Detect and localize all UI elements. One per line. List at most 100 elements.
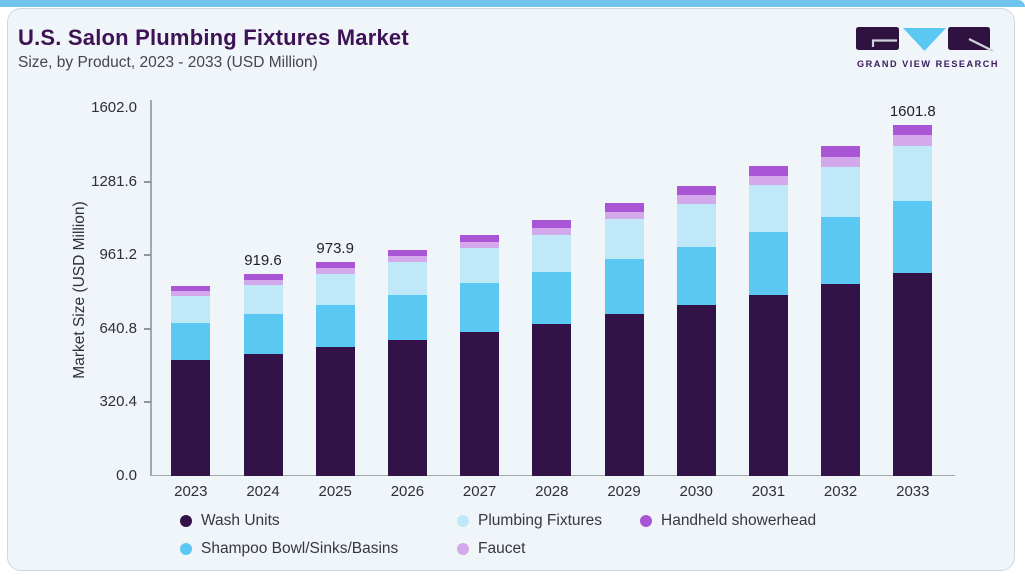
logo-g-mark-icon <box>856 27 899 50</box>
bar-segment-handheld-showerhead <box>315 262 355 269</box>
bar-segment-wash-units <box>243 353 283 476</box>
bar-2023 <box>171 285 211 476</box>
x-tick-label: 2031 <box>751 483 786 500</box>
y-tick-label: 1281.6 <box>91 172 137 190</box>
legend-item-handheld-showerhead: Handheld showerhead <box>640 509 816 533</box>
bar-segment-shampoo-bowl-sinks-basins <box>676 246 716 306</box>
bar-value-label: 973.9 <box>316 240 354 258</box>
bar-segment-shampoo-bowl-sinks-basins <box>893 201 933 273</box>
bar-segment-plumbing-fixtures <box>821 166 861 217</box>
legend-item-plumbing-fixtures: Plumbing Fixtures <box>457 509 640 533</box>
page-subtitle: Size, by Product, 2023 - 2033 (USD Milli… <box>18 54 318 71</box>
bar-segment-handheld-showerhead <box>821 146 861 158</box>
chart-legend: Wash Units Plumbing Fixtures Handheld show… <box>180 509 816 561</box>
y-tick-mark <box>144 327 151 330</box>
bar-segment-handheld-showerhead <box>748 166 788 177</box>
x-tick-label: 2029 <box>607 483 641 500</box>
bar-segment-faucet <box>821 157 861 167</box>
x-tick-label: 2023 <box>174 483 208 500</box>
bar-segment-handheld-showerhead <box>171 285 211 291</box>
bar-segment-plumbing-fixtures <box>893 145 933 202</box>
bar-2027 <box>460 234 500 476</box>
bar-segment-plumbing-fixtures <box>171 295 211 323</box>
bar-segment-shampoo-bowl-sinks-basins <box>604 259 644 315</box>
logo-r-detail <box>968 38 994 52</box>
bar-segment-wash-units <box>676 305 716 476</box>
bar-segment-shampoo-bowl-sinks-basins <box>243 313 283 354</box>
bar-2032 <box>821 146 861 476</box>
bar-segment-faucet <box>387 256 427 263</box>
bar-segment-faucet <box>676 195 716 204</box>
x-tick-label: 2032 <box>823 483 858 500</box>
logo-text: GRAND VIEW RESEARCH <box>857 59 999 68</box>
legend-dot-icon <box>457 543 469 555</box>
x-tick-label: 2025 <box>318 483 352 500</box>
logo-g-detail <box>871 39 897 47</box>
bar-segment-plumbing-fixtures <box>243 285 283 314</box>
bar-segment-faucet <box>748 176 788 186</box>
bar-segment-faucet <box>604 211 644 220</box>
bar-2031 <box>748 166 788 476</box>
legend-label: Handheld showerhead <box>661 512 817 529</box>
y-tick-label: 640.8 <box>99 319 137 337</box>
bar-segment-handheld-showerhead <box>604 202 644 212</box>
bar-value-label: 919.6 <box>244 252 282 270</box>
bar-segment-faucet <box>171 290 211 296</box>
y-tick-mark <box>144 401 151 404</box>
legend-dot-icon <box>180 515 192 527</box>
bar-segment-shampoo-bowl-sinks-basins <box>748 231 788 295</box>
x-tick-label: 2026 <box>390 483 425 500</box>
legend-item-shampoo-bowl-sinks-basins: Shampoo Bowl/Sinks/Basins <box>180 537 457 561</box>
bar-segment-plumbing-fixtures <box>604 219 644 260</box>
legend-dot-icon <box>180 543 192 555</box>
bar-segment-faucet <box>893 135 933 146</box>
y-tick-mark <box>144 254 151 257</box>
bar-segment-shampoo-bowl-sinks-basins <box>315 304 355 347</box>
legend-label: Wash Units <box>201 512 280 529</box>
bar-segment-shampoo-bowl-sinks-basins <box>171 322 211 361</box>
bar-segment-plumbing-fixtures <box>315 274 355 305</box>
legend-label: Plumbing Fixtures <box>478 512 603 529</box>
bar-segment-plumbing-fixtures <box>460 248 500 284</box>
bar-segment-wash-units <box>460 331 500 476</box>
x-tick-label: 2028 <box>535 483 569 500</box>
bar-2024 <box>243 274 283 476</box>
bar-segment-wash-units <box>821 284 861 476</box>
bar-segment-shampoo-bowl-sinks-basins <box>387 295 427 340</box>
bar-segment-wash-units <box>387 339 427 476</box>
logo-v-mark-icon <box>903 28 946 51</box>
gvr-logo: GRAND VIEW RESEARCH <box>856 27 999 68</box>
bar-segment-faucet <box>243 279 283 286</box>
y-tick-label: 1602.0 <box>91 99 137 117</box>
bar-segment-wash-units <box>604 314 644 476</box>
bar-segment-plumbing-fixtures <box>387 262 427 295</box>
bar-segment-faucet <box>532 227 572 235</box>
bar-2025 <box>315 262 355 476</box>
legend-dot-icon <box>457 515 469 527</box>
x-tick-label: 2030 <box>679 483 713 500</box>
bar-segment-shampoo-bowl-sinks-basins <box>821 216 861 285</box>
bar-2033 <box>893 124 933 476</box>
y-tick-label: 961.2 <box>99 246 137 264</box>
bar-segment-handheld-showerhead <box>893 124 933 136</box>
bar-segment-plumbing-fixtures <box>748 185 788 232</box>
bar-segment-wash-units <box>532 323 572 476</box>
y-tick-mark <box>144 180 151 183</box>
bar-segment-handheld-showerhead <box>532 220 572 228</box>
bar-segment-handheld-showerhead <box>243 274 283 280</box>
bar-segment-wash-units <box>893 272 933 476</box>
bar-segment-wash-units <box>171 360 211 476</box>
x-tick-label: 2027 <box>462 483 497 500</box>
legend-label: Shampoo Bowl/Sinks/Basins <box>201 540 399 557</box>
x-tick-label: 2024 <box>246 483 280 500</box>
x-tick-label: 2033 <box>896 483 930 500</box>
page-title: U.S. Salon Plumbing Fixtures Market <box>18 25 409 50</box>
bar-segment-handheld-showerhead <box>387 249 427 257</box>
y-tick-label: 320.4 <box>99 393 137 411</box>
y-axis-line <box>150 100 152 476</box>
y-tick-label: 0.0 <box>116 467 137 484</box>
bar-segment-wash-units <box>315 346 355 476</box>
top-accent-bar <box>0 0 1025 7</box>
